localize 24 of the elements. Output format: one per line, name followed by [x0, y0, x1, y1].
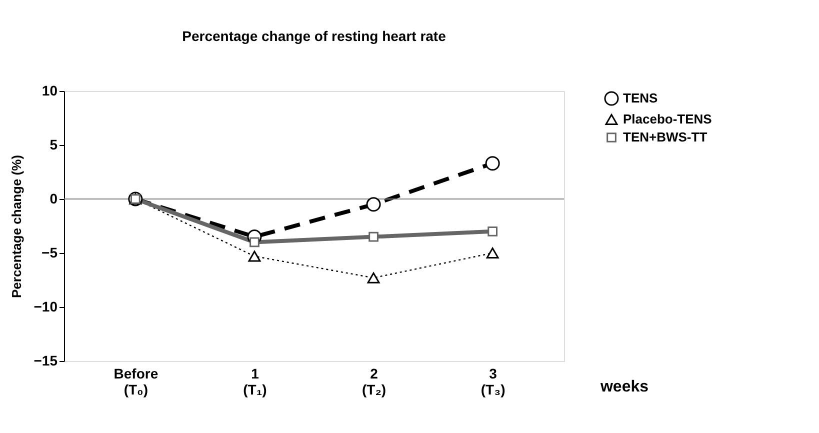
point [250, 237, 260, 248]
x-tick-label: 3 (T₃) [480, 366, 506, 398]
point [248, 250, 261, 262]
x-tick-label: 1 (T₁) [243, 366, 267, 398]
x-axis-title: weeks [599, 378, 649, 396]
legend-label: TEN+BWS-TT [623, 130, 708, 144]
point [488, 226, 498, 236]
y-tick-label: 10 [42, 82, 58, 98]
y-tick-label: −15 [34, 352, 58, 368]
point [366, 197, 381, 212]
point [367, 272, 380, 284]
x-tick-label: Before (T₀) [114, 366, 158, 398]
point [486, 248, 499, 258]
y-tick-label: −5 [42, 244, 58, 260]
chart-title: Percentage change of resting heart rate [182, 28, 446, 44]
legend-label: TENS [623, 90, 658, 106]
y-tick-label: 0 [50, 190, 58, 206]
y-tick-label: −10 [34, 298, 58, 314]
x-tick-label: 2 (T₂) [362, 366, 386, 398]
y-axis-title: Percentage change (%) [8, 154, 24, 298]
legend-label: Placebo-TENS [623, 112, 712, 126]
point [368, 232, 378, 242]
point [485, 156, 500, 171]
y-tick-label: 5 [50, 136, 58, 152]
